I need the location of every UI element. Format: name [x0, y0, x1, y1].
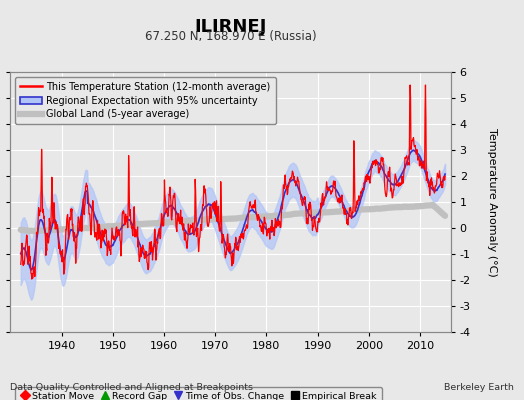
Legend: Station Move, Record Gap, Time of Obs. Change, Empirical Break: Station Move, Record Gap, Time of Obs. C…	[15, 387, 381, 400]
Text: Data Quality Controlled and Aligned at Breakpoints: Data Quality Controlled and Aligned at B…	[10, 383, 254, 392]
Text: 67.250 N, 168.970 E (Russia): 67.250 N, 168.970 E (Russia)	[145, 30, 316, 43]
Y-axis label: Temperature Anomaly (°C): Temperature Anomaly (°C)	[487, 128, 497, 276]
Text: Berkeley Earth: Berkeley Earth	[444, 383, 514, 392]
Text: ILIRNEJ: ILIRNEJ	[194, 18, 267, 36]
